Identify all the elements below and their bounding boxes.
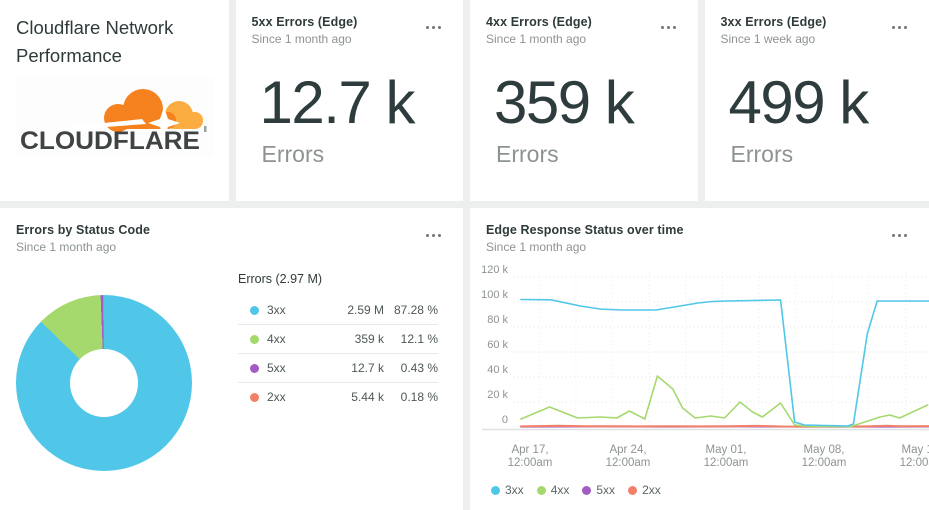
kpi-card-3xx: 3xx Errors (Edge) Since 1 week ago 499 k…: [704, 0, 929, 201]
overflow-menu-icon[interactable]: [424, 230, 443, 241]
legend-item-2xx[interactable]: 2xx: [628, 483, 661, 497]
kpi-unit: Errors: [496, 141, 559, 167]
y-axis-label: 100 k: [481, 289, 508, 301]
legend-label: 4xx: [550, 483, 570, 497]
x-axis-label: May 08, 12:00am: [802, 444, 847, 469]
y-axis-label: 80 k: [487, 314, 508, 326]
facet-count: 5.44 k: [351, 390, 384, 404]
overflow-menu-icon[interactable]: [890, 230, 909, 241]
overflow-menu-icon[interactable]: [424, 22, 443, 33]
kpi-card-5xx: 5xx Errors (Edge) Since 1 month ago 12.7…: [235, 0, 463, 201]
facet-row-2xx[interactable]: 2xx 5.44 k 0.18 %: [238, 383, 438, 411]
edge-response-status-card: 0 20 k 40 k 60 k 80 k 100 k 120 k Apr 17, 12:00a…: [470, 208, 929, 510]
brand-card: Cloudflare Network Performance CLOUDFLAR…: [0, 0, 229, 201]
facet-table-header: Errors (2.97 M): [238, 272, 323, 286]
series-line-3xx: [520, 298, 929, 427]
facet-row-5xx[interactable]: 5xx 12.7 k 0.43 %: [238, 354, 438, 383]
kpi-unit: Errors: [261, 141, 325, 167]
y-axis-label: 60 k: [487, 339, 508, 351]
legend-label: 3xx: [505, 483, 524, 497]
series-dot-2xx: [628, 485, 638, 495]
series-dot-5xx: [582, 485, 592, 495]
x-axis-label: May 01, 12:00am: [704, 444, 749, 469]
legend-label: 5xx: [596, 483, 616, 497]
legend-item-5xx[interactable]: 5xx: [582, 483, 615, 497]
widget-timerange: Since 1 month ago: [16, 240, 117, 254]
series-dot-4xx: [250, 334, 259, 344]
series-dot-2xx: [250, 392, 259, 402]
overflow-menu-icon[interactable]: [659, 22, 678, 33]
y-axis-label: 120 k: [481, 264, 508, 276]
facet-count: 2.59 M: [347, 303, 384, 317]
kpi-value: 499 k: [728, 69, 870, 136]
series-dot-4xx: [536, 485, 546, 495]
kpi-card-4xx: 4xx Errors (Edge) Since 1 month ago 359 …: [470, 0, 698, 201]
y-axis-label: 0: [502, 414, 508, 426]
logo-wordmark: CLOUDFLARE: [20, 127, 200, 155]
widget-timerange: Since 1 month ago: [486, 240, 587, 254]
x-axis-label: Apr 17, 12:00am: [508, 444, 553, 469]
series-line-2xx: [519, 424, 929, 428]
widget-title: Edge Response Status over time: [486, 223, 684, 237]
series-line-4xx: [520, 375, 929, 428]
legend-item-4xx[interactable]: 4xx: [536, 483, 570, 497]
widget-timerange: Since 1 month ago: [251, 32, 352, 46]
facet-row-3xx[interactable]: 3xx 2.59 M 87.28 %: [238, 296, 438, 325]
widget-timerange: Since 1 month ago: [486, 32, 587, 46]
chart-legend: 3xx 4xx 5xx 2xx: [491, 483, 661, 497]
dashboard-title: Cloudflare Network Performance: [16, 17, 174, 66]
facet-percent: 12.1 %: [400, 332, 438, 346]
facet-label: 4xx: [267, 332, 286, 346]
facet-percent: 0.18 %: [400, 390, 438, 404]
widget-title: 4xx Errors (Edge): [486, 15, 592, 29]
widget-timerange: Since 1 week ago: [720, 32, 816, 46]
x-axis-label: Apr 24, 12:00am: [606, 444, 651, 469]
facet-label: 5xx: [267, 361, 286, 375]
x-axis-label: May 15,12:00am: [900, 444, 929, 469]
facet-table: Errors (2.97 M) 3xx 2.59 M 87.28 % 4xx 3…: [238, 271, 438, 411]
facet-label: 3xx: [267, 303, 286, 317]
overflow-menu-icon[interactable]: [890, 22, 909, 33]
line-chart[interactable]: 0 20 k 40 k 60 k 80 k 100 k 120 k Apr 17, 12:00a…: [470, 208, 929, 510]
widget-title: 3xx Errors (Edge): [720, 15, 827, 29]
facet-row-4xx[interactable]: 4xx 359 k 12.1 %: [238, 325, 438, 354]
widget-title: 5xx Errors (Edge): [251, 15, 358, 29]
y-axis-label: 40 k: [487, 364, 508, 376]
legend-label: 2xx: [642, 483, 661, 497]
donut-hole: [70, 349, 138, 417]
facet-count: 359 k: [354, 332, 384, 346]
facet-count: 12.7 k: [351, 361, 384, 375]
legend-item-3xx[interactable]: 3xx: [491, 483, 524, 497]
series-dot-5xx: [250, 363, 259, 373]
facet-label: 2xx: [267, 390, 286, 404]
facet-percent: 0.43 %: [400, 361, 438, 375]
donut-chart[interactable]: [16, 295, 192, 471]
facet-percent: 87.28 %: [393, 303, 438, 317]
cloudflare-logo: CLOUDFLARE: [16, 78, 214, 157]
series-dot-3xx: [491, 485, 500, 495]
errors-by-status-card: Errors by Status Code Since 1 month ago …: [0, 208, 463, 510]
series-dot-3xx: [250, 305, 259, 315]
kpi-value: 359 k: [494, 69, 635, 136]
widget-title: Errors by Status Code: [16, 223, 151, 237]
kpi-value: 12.7 k: [259, 69, 416, 136]
y-axis-label: 20 k: [487, 389, 508, 401]
kpi-unit: Errors: [730, 141, 794, 167]
